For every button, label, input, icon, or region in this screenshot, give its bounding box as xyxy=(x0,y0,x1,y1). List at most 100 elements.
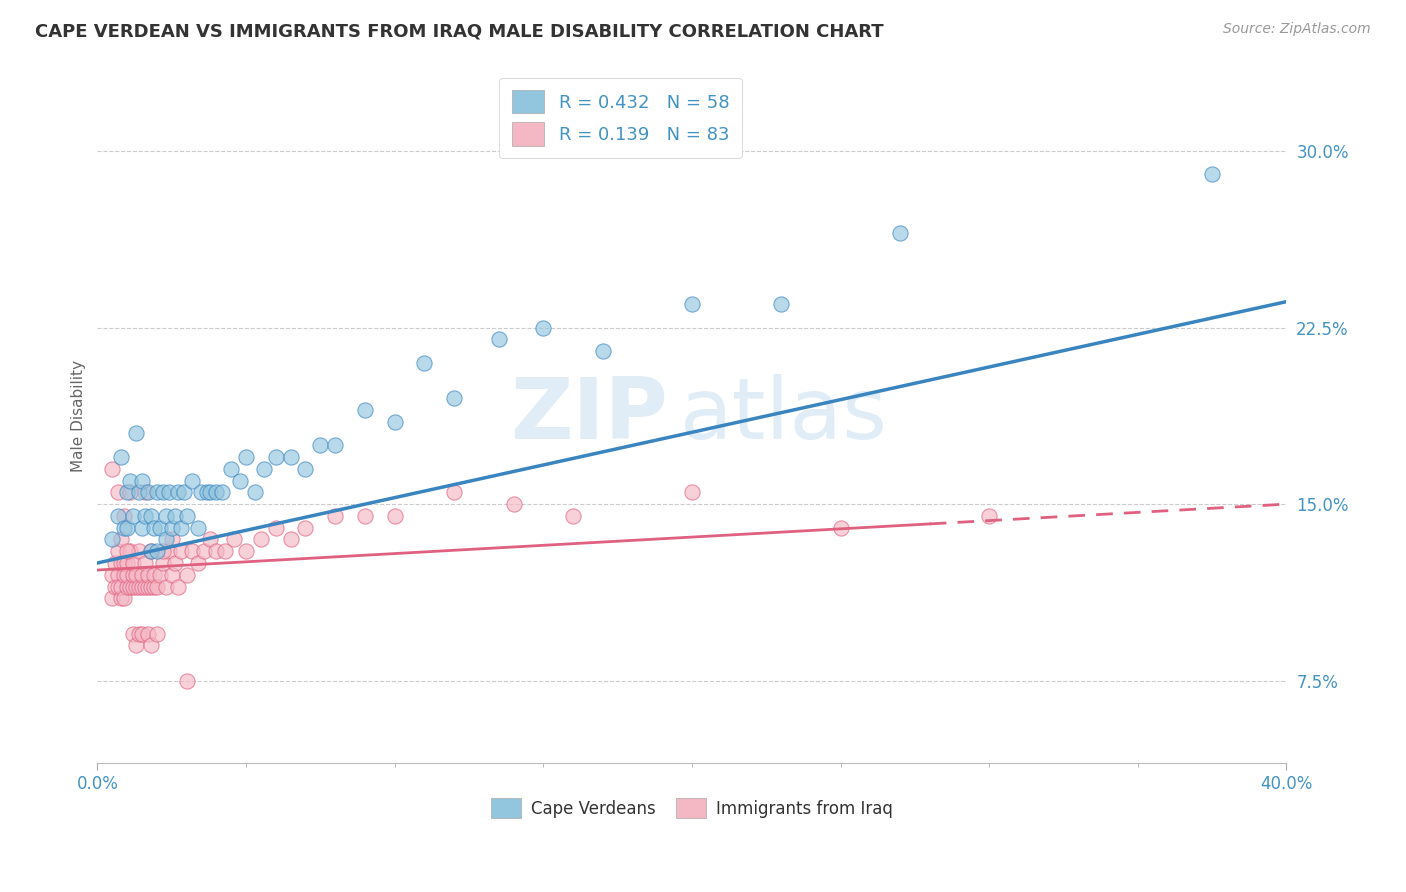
Point xyxy=(235,544,257,558)
Y-axis label: Male Disability: Male Disability xyxy=(72,359,86,472)
Point xyxy=(110,533,132,547)
Point xyxy=(134,556,156,570)
Point xyxy=(562,508,585,523)
Point xyxy=(413,356,436,370)
Point xyxy=(146,626,169,640)
Point xyxy=(243,485,266,500)
Point xyxy=(112,521,135,535)
Point xyxy=(152,544,174,558)
Point xyxy=(187,556,209,570)
Point xyxy=(323,438,346,452)
Point xyxy=(142,521,165,535)
Point xyxy=(1201,168,1223,182)
Point xyxy=(155,508,177,523)
Point xyxy=(107,544,129,558)
Point xyxy=(280,533,302,547)
Point xyxy=(101,462,124,476)
Point xyxy=(157,544,180,558)
Point xyxy=(110,591,132,606)
Point xyxy=(200,533,222,547)
Point xyxy=(235,450,257,464)
Point xyxy=(979,508,1001,523)
Point xyxy=(101,591,124,606)
Point xyxy=(131,580,153,594)
Point xyxy=(163,508,186,523)
Point xyxy=(115,567,138,582)
Point xyxy=(112,591,135,606)
Point xyxy=(224,533,246,547)
Point xyxy=(149,521,172,535)
Point xyxy=(155,533,177,547)
Point xyxy=(107,567,129,582)
Point xyxy=(125,639,148,653)
Point xyxy=(502,497,524,511)
Point xyxy=(155,580,177,594)
Point xyxy=(157,485,180,500)
Point xyxy=(101,567,124,582)
Point xyxy=(889,227,911,241)
Point xyxy=(110,580,132,594)
Point xyxy=(169,521,191,535)
Point xyxy=(122,508,145,523)
Point xyxy=(152,556,174,570)
Point xyxy=(139,544,162,558)
Point xyxy=(253,462,276,476)
Point xyxy=(139,580,162,594)
Point xyxy=(264,521,287,535)
Point xyxy=(443,391,465,405)
Point xyxy=(112,556,135,570)
Point xyxy=(131,626,153,640)
Point xyxy=(136,567,159,582)
Point xyxy=(107,508,129,523)
Point xyxy=(128,485,150,500)
Point xyxy=(131,521,153,535)
Point xyxy=(134,485,156,500)
Point xyxy=(104,556,127,570)
Point xyxy=(488,332,510,346)
Point xyxy=(142,580,165,594)
Point xyxy=(681,485,703,500)
Point xyxy=(211,485,233,500)
Point xyxy=(107,580,129,594)
Point xyxy=(384,415,406,429)
Point xyxy=(112,508,135,523)
Point xyxy=(142,567,165,582)
Point xyxy=(163,556,186,570)
Point xyxy=(115,544,138,558)
Point xyxy=(294,462,316,476)
Point xyxy=(200,485,222,500)
Point xyxy=(830,521,852,535)
Point xyxy=(354,403,377,417)
Point xyxy=(354,508,377,523)
Point xyxy=(681,297,703,311)
Point xyxy=(592,344,614,359)
Point xyxy=(176,508,198,523)
Point xyxy=(104,580,127,594)
Point xyxy=(205,485,228,500)
Point xyxy=(152,485,174,500)
Point xyxy=(384,508,406,523)
Point xyxy=(294,521,316,535)
Point xyxy=(139,639,162,653)
Point xyxy=(125,580,148,594)
Point xyxy=(280,450,302,464)
Point xyxy=(770,297,793,311)
Point xyxy=(187,521,209,535)
Point xyxy=(128,626,150,640)
Point xyxy=(193,544,215,558)
Point xyxy=(101,533,124,547)
Point xyxy=(136,580,159,594)
Point xyxy=(160,533,183,547)
Point xyxy=(160,521,183,535)
Point xyxy=(118,474,141,488)
Point xyxy=(110,556,132,570)
Point xyxy=(176,567,198,582)
Point xyxy=(181,544,204,558)
Point xyxy=(146,485,169,500)
Point xyxy=(118,544,141,558)
Point xyxy=(219,462,242,476)
Point xyxy=(160,567,183,582)
Point xyxy=(112,567,135,582)
Point xyxy=(136,626,159,640)
Point xyxy=(110,450,132,464)
